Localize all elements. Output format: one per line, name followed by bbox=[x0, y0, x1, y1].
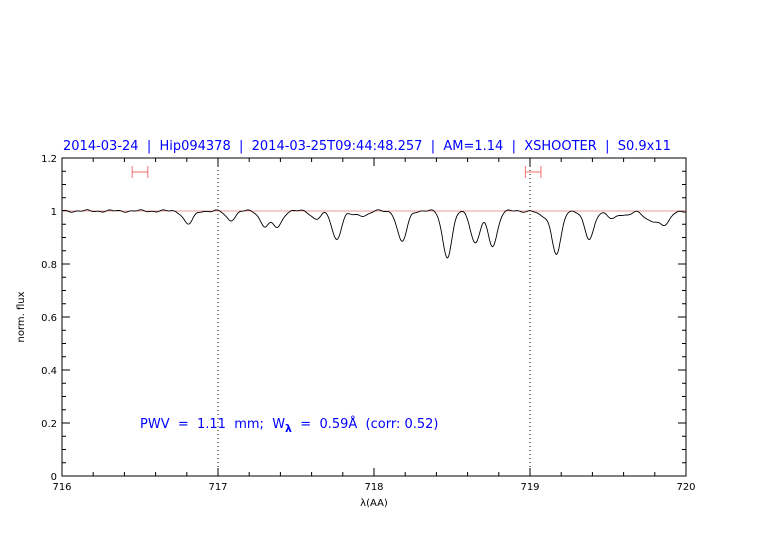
y-tick-label: 0.2 bbox=[41, 419, 57, 430]
y-axis-label: norm. flux bbox=[16, 291, 27, 342]
x-tick-label: 718 bbox=[364, 482, 383, 493]
y-tick-label: 0.8 bbox=[41, 260, 57, 271]
x-tick-label: 716 bbox=[52, 482, 71, 493]
x-axis-label: λ(AA) bbox=[360, 498, 388, 509]
fit-range-marker bbox=[131, 166, 149, 179]
y-tick-label: 1.2 bbox=[41, 154, 57, 165]
y-tick-label: 0.6 bbox=[41, 313, 57, 324]
x-tick-label: 719 bbox=[520, 482, 539, 493]
axes: 716 717 718 719 720 0 0.2 0.4 0.6 0.8 1 1.2 bbox=[41, 154, 695, 493]
spectrum-line bbox=[61, 209, 687, 259]
fit-range-marker bbox=[524, 166, 542, 179]
x-tick-label: 717 bbox=[208, 482, 227, 493]
pwv-annotation: PWV = 1.11 mm; Wλ = 0.59Å (corr: 0.52) bbox=[140, 416, 438, 435]
x-tick-label: 720 bbox=[676, 482, 695, 493]
y-tick-label: 0.4 bbox=[41, 366, 57, 377]
y-tick-label: 1 bbox=[51, 207, 57, 218]
chart-title: 2014-03-24 | Hip094378 | 2014-03-25T09:4… bbox=[63, 139, 671, 154]
y-tick-label: 0 bbox=[51, 472, 57, 483]
